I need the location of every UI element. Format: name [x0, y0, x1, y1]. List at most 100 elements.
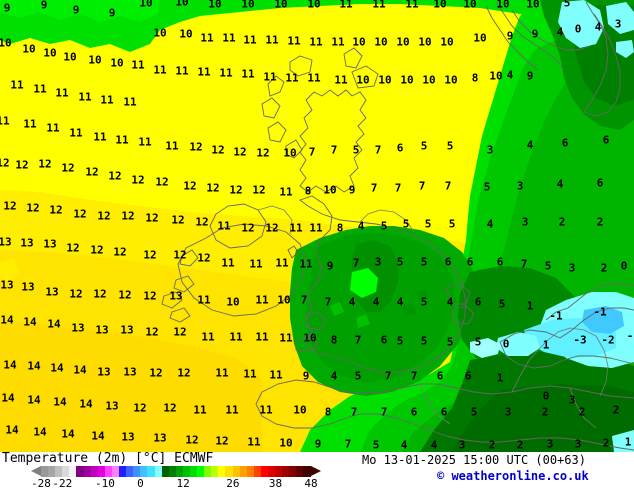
grid-temperature-label: 9 — [72, 3, 80, 17]
color-scale-swatch — [147, 466, 155, 477]
grid-temperature-label: 11 — [275, 256, 289, 270]
grid-temperature-label: 5 — [420, 255, 428, 269]
grid-temperature-label: 11 — [405, 0, 419, 11]
grid-temperature-label: 10 — [463, 0, 477, 11]
grid-temperature-label: 10 — [400, 73, 414, 87]
grid-temperature-label: 13 — [169, 289, 183, 303]
grid-temperature-label: 14 — [0, 313, 14, 327]
color-scale-tick-label: -22 — [52, 477, 73, 490]
grid-temperature-label: 11 — [123, 95, 137, 109]
wales-bay — [305, 311, 327, 331]
grid-temperature-label: 6 — [410, 405, 418, 419]
grid-temperature-label: 5 — [396, 334, 404, 348]
grid-temperature-label: 14 — [3, 358, 17, 372]
grid-temperature-label: 5 — [420, 295, 428, 309]
copyright-notice: © weatheronline.co.uk — [437, 469, 589, 483]
color-scale-tick-label: 38 — [268, 477, 283, 490]
color-scale-swatch — [104, 466, 112, 477]
grid-temperature-label: 10 — [293, 403, 307, 417]
grid-temperature-label: 12 — [108, 169, 122, 183]
grid-temperature-label: 6 — [464, 369, 472, 383]
grid-temperature-label: 11 — [229, 330, 243, 344]
grid-temperature-label: 12 — [97, 209, 111, 223]
color-scale-swatch — [48, 466, 56, 477]
grid-temperature-label: 11 — [299, 257, 313, 271]
grid-temperature-label: 12 — [113, 245, 127, 259]
color-scale: -28 -22 -10 0 12 26 38 48 — [31, 466, 321, 490]
grid-temperature-label: 12 — [189, 140, 203, 154]
grid-temperature-label: 2 — [541, 405, 549, 419]
color-scale-swatch — [140, 466, 148, 477]
grid-temperature-label: 11 — [331, 35, 345, 49]
grid-temperature-label: 4 — [396, 295, 404, 309]
grid-temperature-label: 12 — [0, 156, 10, 170]
fill-fleck-yellow-2 — [474, 70, 498, 92]
grid-temperature-label: 10 — [179, 27, 193, 41]
grid-temperature-label: 3 — [568, 261, 576, 275]
grid-temperature-label: 5 — [352, 143, 360, 157]
grid-temperature-label: 10 — [63, 50, 77, 64]
grid-temperature-label: 10 — [422, 73, 436, 87]
grid-temperature-label: 6 — [596, 176, 604, 190]
grid-temperature-label: 11 — [215, 366, 229, 380]
grid-temperature-label: 10 — [274, 0, 288, 11]
northern-ireland-outline — [209, 203, 267, 249]
grid-temperature-label: 10 — [0, 36, 12, 50]
grid-temperature-label: 14 — [50, 361, 64, 375]
grid-temperature-label: 13 — [45, 285, 59, 299]
coastline-layer — [161, 1, 634, 451]
grid-temperature-label: 10 — [396, 35, 410, 49]
grid-temperature-label: 2 — [602, 436, 610, 450]
grid-temperature-label: 12 — [66, 241, 80, 255]
grid-temperature-label: 4 — [556, 25, 564, 39]
temperature-map[interactable]: 9 9 9 9 10 10 10 10 10 10 11 11 11 10 10 10 10 5 10 10 10 10 1… — [0, 0, 634, 452]
color-scale-tick-label: 26 — [226, 477, 240, 490]
grid-temperature-label: 10 — [175, 0, 189, 9]
grid-temperature-label: 10 — [226, 295, 240, 309]
grid-temperature-label: 4 — [430, 438, 438, 452]
grid-temperature-label: 11 — [10, 78, 24, 92]
grid-temperature-label: 9 — [108, 6, 116, 20]
color-scale-swatch — [197, 466, 205, 477]
grid-temperature-label: 4 — [372, 295, 380, 309]
grid-temperature-label: 11 — [78, 90, 92, 104]
grid-temperature-label: 14 — [91, 429, 105, 443]
grid-temperature-label: 12 — [131, 173, 145, 187]
outer-hebrides-3 — [267, 121, 287, 143]
grid-temperature-label: 4 — [330, 369, 338, 383]
outer-hebrides-1 — [267, 75, 285, 97]
grid-temperature-label: 10 — [473, 31, 487, 45]
grid-temperature-label: 7 — [352, 256, 360, 270]
grid-temperature-label: 9 — [526, 69, 534, 83]
grid-temperature-label: 11 — [93, 130, 107, 144]
grid-temperature-label: 4 — [506, 68, 514, 82]
fill-fleck-yellow — [0, 258, 20, 282]
color-scale-swatch — [126, 466, 134, 477]
grid-temperature-label: 10 — [374, 35, 388, 49]
grid-temperature-label: 2 — [596, 215, 604, 229]
grid-temperature-label: 12 — [73, 207, 87, 221]
jutland-east — [583, 13, 621, 117]
grid-temperature-label: 12 — [171, 213, 185, 227]
bristol-channel — [295, 335, 319, 353]
grid-temperature-label: 12 — [229, 183, 243, 197]
grid-temperature-label: 10 — [303, 331, 317, 345]
grid-temperature-label: -1 — [549, 309, 563, 323]
grid-temperature-label: 11 — [46, 121, 60, 135]
grid-temperature-label: 6 — [602, 133, 610, 147]
fill-se-corner-2 — [450, 384, 634, 452]
grid-temperature-label: 8 — [330, 333, 338, 347]
fill-green-north — [0, 0, 634, 52]
grid-temperature-label: 6 — [436, 369, 444, 383]
grid-temperature-label: 12 — [183, 179, 197, 193]
grid-temperature-label: 5 — [474, 335, 482, 349]
color-scale-swatch — [275, 466, 283, 477]
grid-temperature-label: 3 — [568, 393, 576, 407]
ireland-outline — [177, 223, 307, 317]
color-scale-swatch — [83, 466, 91, 477]
color-scale-tick-label: 12 — [176, 477, 190, 490]
grid-temperature-label: 1 — [496, 371, 504, 385]
grid-temperature-label: 10 — [444, 73, 458, 87]
grid-temperature-label: 10 — [352, 35, 366, 49]
